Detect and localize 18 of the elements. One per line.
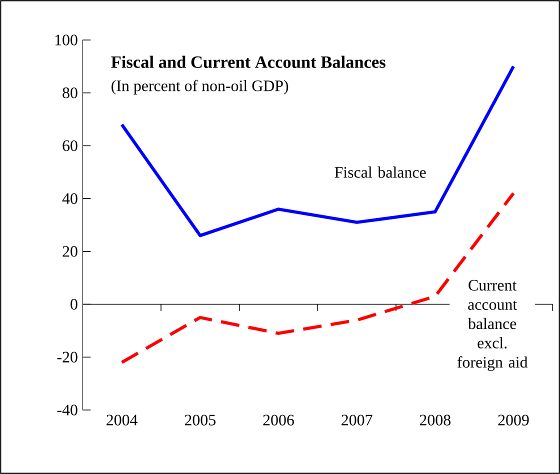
y-tick-label: 80 [62, 87, 78, 98]
x-tick-label: 2007 [342, 414, 372, 426]
x-tick-label: 2006 [263, 414, 294, 426]
series-label: Current account balance excl. foreign aid [457, 280, 528, 371]
y-tick-label: 40 [62, 193, 78, 204]
x-tick-label: 2009 [498, 414, 529, 426]
y-tick-label: 0 [70, 298, 78, 310]
x-tick-label: 2004 [106, 414, 138, 426]
y-tick-label: 20 [62, 246, 78, 257]
x-tick-label: 2005 [184, 414, 216, 426]
y-tick-label: 100 [55, 34, 78, 46]
series-label: Fiscal balance [334, 166, 426, 178]
y-tick-label: -40 [57, 404, 78, 416]
x-tick-label: 2008 [420, 414, 450, 426]
y-tick-label: -20 [57, 352, 78, 363]
text: (In percent of non-oil GDP) [112, 80, 288, 94]
text: Fiscal and Current Account Balances [111, 56, 386, 68]
y-tick-label: 60 [62, 140, 78, 152]
